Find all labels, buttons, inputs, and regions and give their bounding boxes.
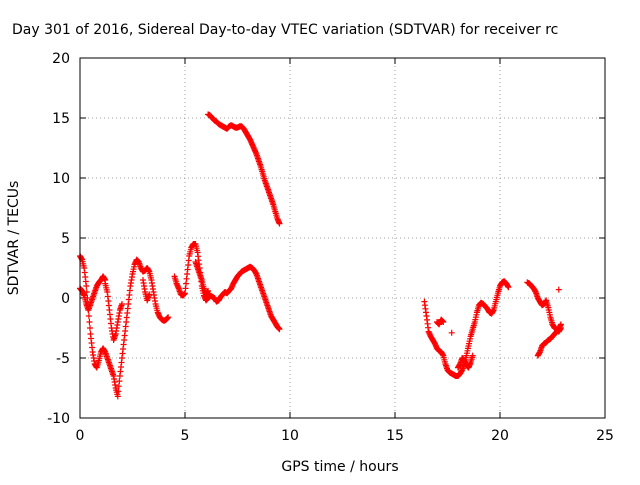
x-tick-label: 10 — [281, 428, 299, 444]
plot-frame — [79, 57, 606, 419]
data-point — [86, 319, 93, 325]
data-point — [146, 291, 153, 298]
data-point — [86, 325, 93, 331]
y-tick-label: -5 — [56, 351, 70, 367]
y-tick-label: 5 — [61, 231, 70, 247]
y-axis-label: SDTVAR / TECUs — [6, 181, 22, 296]
data-point — [469, 352, 476, 359]
data-point — [276, 220, 283, 227]
x-tick-label: 25 — [596, 428, 614, 444]
x-tick-label: 20 — [491, 428, 509, 444]
data-point — [505, 284, 512, 291]
y-tick-label: 20 — [52, 51, 70, 67]
data-point — [85, 313, 92, 319]
data-point — [115, 388, 122, 395]
y-tick-label: -10 — [47, 411, 70, 427]
data-point — [276, 326, 283, 333]
tick-label-layer: 0 5 10 15 20 25 -10 -5 0 5 10 15 20 — [47, 51, 614, 444]
data-point — [116, 378, 123, 385]
axis-layer — [79, 57, 606, 419]
data-point — [555, 286, 562, 293]
data-point — [205, 287, 212, 294]
data-point — [165, 314, 172, 321]
data-point — [115, 383, 122, 390]
x-axis-label: GPS time / hours — [281, 459, 398, 475]
data-layer — [77, 111, 564, 400]
y-tick-label: 0 — [61, 291, 70, 307]
data-point — [119, 301, 125, 307]
y-tick-label: 10 — [52, 171, 70, 187]
y-tick-label: 15 — [52, 111, 70, 127]
data-point — [448, 329, 455, 336]
x-tick-label: 15 — [386, 428, 404, 444]
data-point — [440, 319, 447, 325]
data-point — [557, 321, 564, 328]
x-tick-label: 5 — [181, 428, 190, 444]
data-point — [83, 283, 90, 289]
data-point — [114, 393, 121, 400]
grid-layer — [80, 58, 605, 418]
chart-title: Day 301 of 2016, Sidereal Day-to-day VTE… — [12, 22, 558, 38]
x-tick-label: 0 — [76, 428, 85, 444]
